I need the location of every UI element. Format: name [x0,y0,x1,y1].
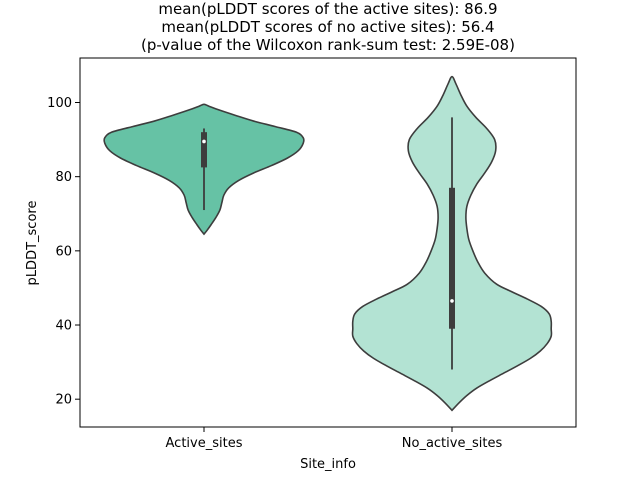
title-line-2: mean(pLDDT scores of no active sites): 5… [161,18,494,36]
violins-layer [103,75,553,412]
x-axis: Active_sites No_active_sites [166,427,503,451]
plot-frame [79,57,577,428]
y-tick-label: 100 [47,96,72,111]
chart-title: mean(pLDDT scores of the active sites): … [141,0,515,54]
iqr-box-active-sites [201,132,207,168]
median-point-no-active-sites [450,299,454,303]
y-axis: 20 40 60 80 100 [47,96,80,408]
y-tick-label: 60 [55,244,72,259]
y-tick-label: 40 [55,319,72,334]
median-point-active-sites [202,139,206,144]
title-line-3: (p-value of the Wilcoxon rank-sum test: … [141,36,515,54]
y-axis-label: pLDDT_score [25,201,40,286]
x-tick-label: No_active_sites [402,436,503,451]
inner-boxes-layer [201,117,455,370]
x-axis-label: Site_info [300,457,356,472]
title-line-1: mean(pLDDT scores of the active sites): … [158,0,497,18]
y-tick-label: 80 [55,170,72,185]
y-tick-label: 20 [55,393,72,408]
x-tick-label: Active_sites [166,436,243,451]
iqr-box-no-active-sites [449,187,455,329]
